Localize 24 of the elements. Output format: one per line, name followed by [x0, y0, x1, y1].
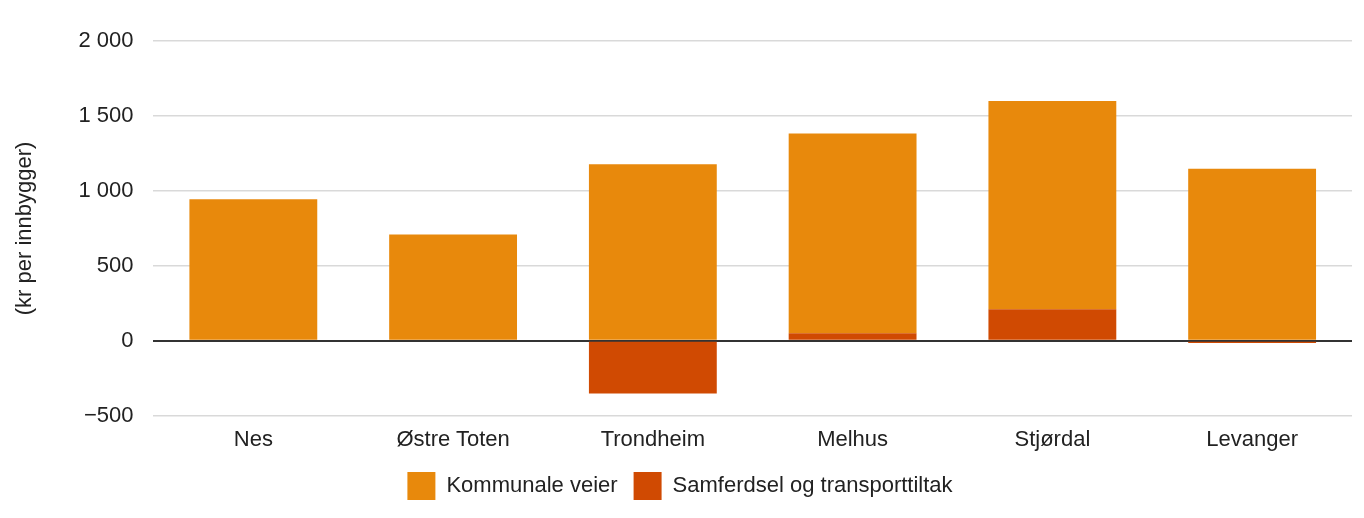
bar [988, 101, 1117, 310]
legend-label: Samferdsel og transporttiltak [672, 472, 954, 498]
x-tick-label: Melhus [817, 425, 889, 451]
y-tick-label: 0 [121, 326, 134, 352]
bar [788, 333, 917, 340]
bar [588, 164, 717, 340]
y-tick-label: 2 000 [78, 27, 134, 53]
x-tick-label: Nes [233, 425, 273, 451]
y-tick-label: 1 000 [78, 177, 134, 203]
x-tick-label: Levanger [1206, 425, 1298, 451]
x-tick-label: Østre Toten [396, 425, 510, 451]
bar [788, 133, 917, 334]
bar [1188, 168, 1317, 340]
bar [389, 234, 518, 340]
y-axis-title: (kr per innbygger) [11, 141, 37, 316]
x-tick-label: Stjørdal [1014, 425, 1091, 451]
bar [189, 199, 318, 340]
y-tick-label: −500 [83, 401, 134, 427]
y-tick-label: 1 500 [78, 102, 134, 128]
bar [988, 309, 1117, 340]
x-tick-label: Trondheim [600, 425, 706, 451]
bar [588, 341, 717, 394]
legend-label: Kommunale veier [446, 472, 618, 498]
y-tick-label: 500 [96, 251, 134, 277]
